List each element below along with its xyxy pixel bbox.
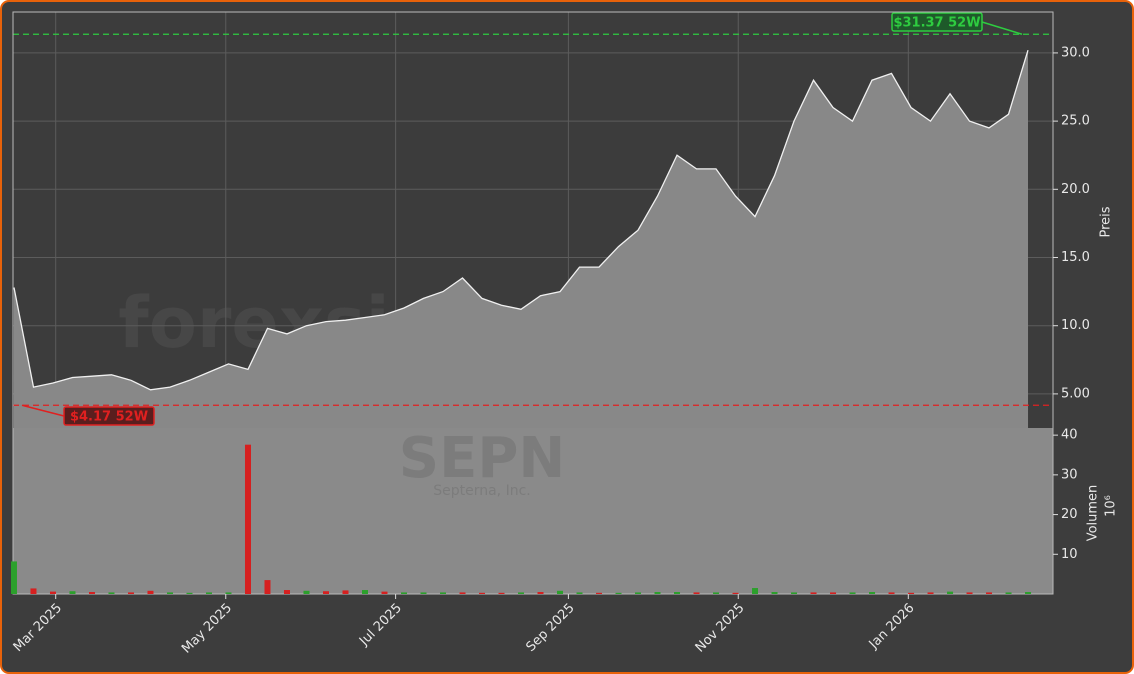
- volume-bar: [225, 592, 232, 594]
- volume-bar: [966, 592, 973, 594]
- volume-bar: [615, 592, 622, 594]
- y-axis-label: Volumen: [1086, 485, 1101, 542]
- annotation-label: $31.37 52W: [893, 16, 980, 31]
- y-axis-unit: 10⁶: [1104, 495, 1119, 517]
- volume-bar: [342, 590, 349, 594]
- y-tick-label: 15.0: [1061, 250, 1090, 265]
- volume-bar: [479, 592, 486, 594]
- annotation-arrow: [21, 404, 65, 417]
- volume-bar: [283, 590, 290, 594]
- volume-bar: [440, 592, 447, 594]
- volume-bar: [30, 588, 37, 594]
- y-tick-label: 25.0: [1061, 114, 1090, 129]
- volume-bar: [518, 592, 525, 594]
- volume-bar: [635, 592, 642, 594]
- volume-bar: [576, 592, 583, 594]
- volume-bar: [888, 592, 895, 594]
- volume-bar: [88, 592, 95, 594]
- volume-bar: [244, 444, 251, 594]
- volume-bar: [947, 591, 954, 594]
- annotation-box: [63, 406, 155, 426]
- panel-border: [12, 11, 1054, 595]
- volume-bar: [674, 592, 681, 594]
- volume-bar: [537, 592, 544, 594]
- volume-bar: [420, 592, 427, 594]
- y-tick-label: 10.0: [1061, 318, 1090, 333]
- volume-bar: [752, 588, 759, 594]
- volume-bar: [908, 592, 915, 594]
- volume-bar: [654, 592, 661, 594]
- volume-bar: [693, 592, 700, 594]
- y-tick-label: 10: [1061, 547, 1078, 562]
- volume-bar: [205, 592, 212, 594]
- volume-bar: [361, 590, 368, 594]
- volume-bar: [10, 561, 17, 594]
- volume-bar: [713, 592, 720, 594]
- price-line: [13, 50, 1029, 391]
- volume-bar: [830, 592, 837, 594]
- volume-bar: [557, 590, 564, 594]
- volume-bar: [186, 592, 193, 594]
- volume-bar: [459, 592, 466, 594]
- volume-panel: [13, 428, 1053, 594]
- volume-bar: [986, 592, 993, 594]
- volume-bar: [596, 592, 603, 594]
- volume-bar: [732, 592, 739, 594]
- watermark: Septerna, Inc.: [433, 483, 531, 499]
- y-tick-label: 20.0: [1061, 182, 1090, 197]
- y-tick-label: 30: [1061, 467, 1078, 482]
- volume-bar: [927, 592, 934, 594]
- volume-bar: [810, 592, 817, 594]
- y-tick-label: 20: [1061, 507, 1078, 522]
- volume-bar: [264, 580, 271, 594]
- volume-bar: [69, 591, 76, 594]
- y-tick-label: 5.00: [1061, 386, 1090, 401]
- volume-bar: [147, 590, 154, 594]
- volume-bar: [322, 591, 329, 594]
- volume-bar: [400, 592, 407, 594]
- volume-bar: [303, 590, 310, 594]
- volume-bar: [166, 592, 173, 594]
- volume-bar: [498, 592, 505, 594]
- volume-bar: [1005, 592, 1012, 594]
- volume-bar: [791, 592, 798, 594]
- price-area: [13, 50, 1029, 428]
- y-axis-label: Preis: [1099, 206, 1114, 237]
- volume-bar: [108, 592, 115, 594]
- annotation-arrow: [981, 21, 1023, 35]
- volume-bar: [127, 592, 134, 594]
- annotation-box: [891, 12, 983, 32]
- volume-bar: [849, 592, 856, 594]
- volume-bar: [869, 592, 876, 594]
- annotation-label: $4.17 52W: [70, 410, 148, 425]
- volume-bar: [381, 591, 388, 594]
- y-tick-label: 40: [1061, 428, 1078, 443]
- volume-bar: [49, 591, 56, 594]
- volume-bar: [1025, 592, 1032, 594]
- y-tick-label: 30.0: [1061, 45, 1090, 60]
- watermark: SEPN: [399, 426, 566, 491]
- volume-bar: [771, 592, 778, 594]
